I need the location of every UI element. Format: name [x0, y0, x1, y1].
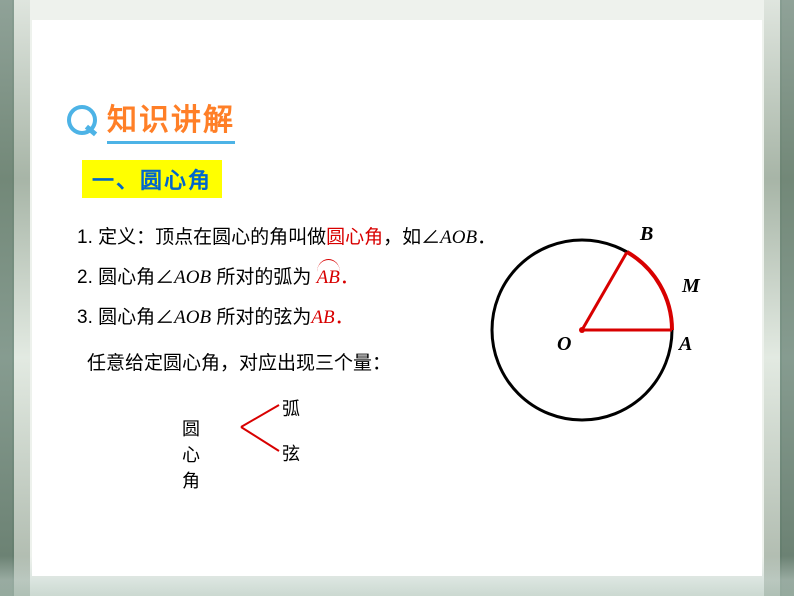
text: 2. 圆心角∠: [77, 267, 174, 288]
circle-svg: O A B M: [472, 210, 712, 430]
text: 所对的弦为: [211, 307, 311, 328]
term: 圆心角: [326, 227, 383, 248]
arc-ab: AB: [317, 267, 340, 289]
section-banner: 一、圆心角: [82, 160, 222, 198]
center-dot: [579, 327, 585, 333]
definition-line-3: 3. 圆心角∠AOB 所对的弦为AB．: [77, 302, 354, 329]
chord-ab: AB: [311, 307, 334, 328]
definition-line-1: 1. 定义：顶点在圆心的角叫做圆心角，如∠AOB．: [77, 222, 496, 249]
slide-canvas: 知识讲解 一、圆心角 1. 定义：顶点在圆心的角叫做圆心角，如∠AOB． 2. …: [32, 20, 762, 576]
header: 知识讲解: [67, 95, 235, 144]
arc-ab-path: [627, 252, 672, 330]
radius-ob: [582, 252, 627, 330]
tree-leaf-arc: 弧: [282, 395, 300, 421]
text: 1. 定义：顶点在圆心的角叫做: [77, 227, 326, 248]
summary-line: 任意给定圆心角，对应出现三个量：: [87, 348, 391, 375]
tree-leaf-chord: 弦: [282, 440, 300, 466]
magnifier-icon: [67, 105, 97, 135]
text: ，如∠: [383, 227, 440, 248]
label-o: O: [557, 333, 571, 355]
period: ．: [335, 307, 354, 328]
label-a: A: [677, 333, 692, 355]
definition-line-2: 2. 圆心角∠AOB 所对的弧为 AB．: [77, 262, 359, 289]
text: 3. 圆心角∠: [77, 307, 174, 328]
text: 所对的弧为: [211, 267, 317, 288]
header-title: 知识讲解: [107, 95, 235, 144]
period: ．: [340, 267, 359, 288]
tree-root: 圆心角: [182, 415, 200, 493]
label-m: M: [681, 275, 701, 297]
angle: AOB: [174, 307, 211, 328]
label-b: B: [639, 223, 653, 245]
circle-diagram: O A B M: [472, 210, 712, 430]
angle: AOB: [174, 267, 211, 288]
